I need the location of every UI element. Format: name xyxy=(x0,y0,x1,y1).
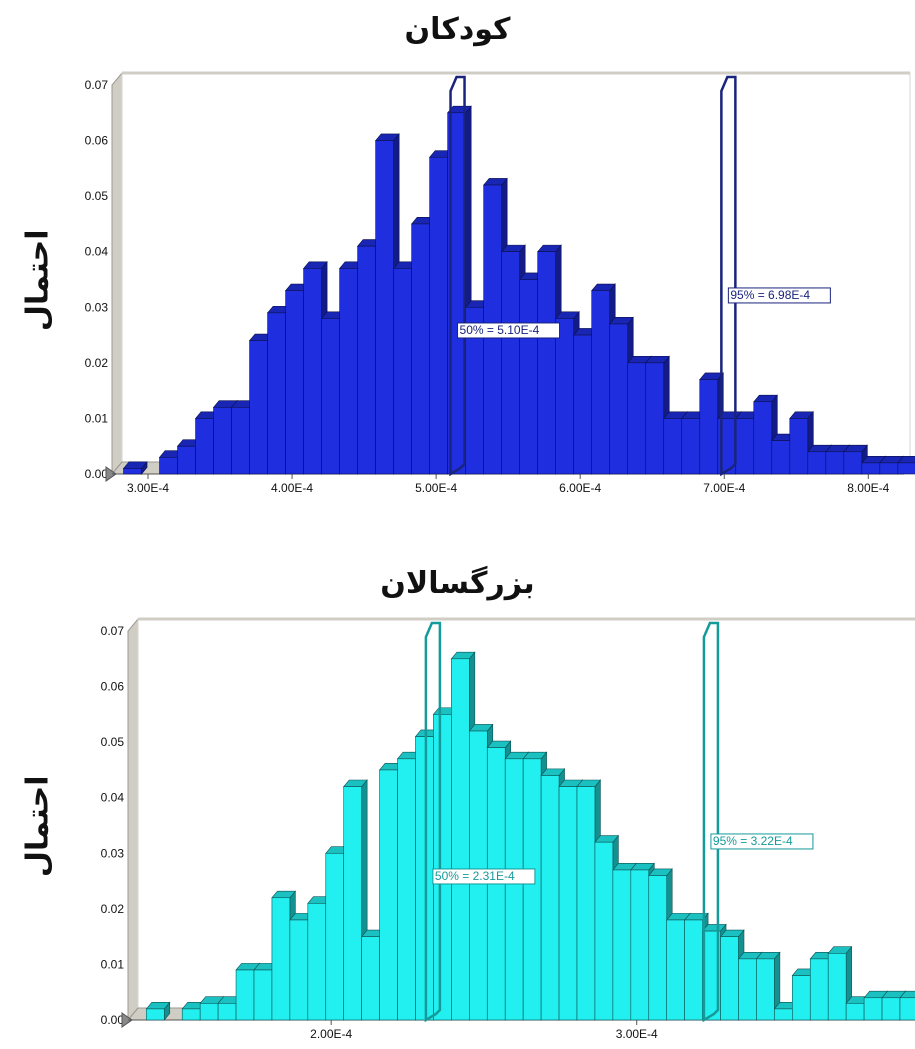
y-tick-label: 0.02 xyxy=(85,356,109,370)
x-tick-label: 2.00E-4 xyxy=(310,1027,352,1041)
marker-outline xyxy=(424,621,442,1023)
chart-title: کودکان xyxy=(404,12,511,47)
marker-outline xyxy=(702,621,720,1023)
y-tick-label: 0.06 xyxy=(101,680,125,694)
marker-label: 50% = 2.31E-4 xyxy=(435,869,515,883)
marker-label: 95% = 3.22E-4 xyxy=(713,834,793,848)
y-tick-label: 0.00 xyxy=(85,467,109,481)
origin-marker-icon xyxy=(105,466,117,482)
percentile-marker: 95% = 3.22E-4 xyxy=(702,621,814,1023)
y-tick-label: 0.04 xyxy=(101,791,125,805)
y-tick-label: 0.05 xyxy=(101,735,125,749)
y-tick-label: 0.05 xyxy=(85,189,109,203)
histogram-bar xyxy=(897,455,915,475)
marker-label-box xyxy=(432,868,536,885)
x-tick-label: 5.00E-4 xyxy=(415,481,457,495)
marker-label: 50% = 5.10E-4 xyxy=(460,323,540,337)
histogram-bar xyxy=(122,461,148,475)
x-tick-label: 3.00E-4 xyxy=(127,481,169,495)
y-tick-label: 0.07 xyxy=(85,78,109,92)
y-tick-label: 0.04 xyxy=(85,245,109,259)
histogram-bar xyxy=(145,1001,171,1021)
marker-label-box xyxy=(457,322,561,339)
y-tick-label: 0.02 xyxy=(101,902,125,916)
y-tick-label: 0.03 xyxy=(101,846,125,860)
x-tick-label: 4.00E-4 xyxy=(271,481,313,495)
left-wall xyxy=(127,617,139,1022)
x-tick-label: 7.00E-4 xyxy=(703,481,745,495)
chart-panel-children: کودکان احتمال 0.00 0.01 0.02 0.03 0.04 0.05 0.… xyxy=(0,0,915,520)
y-tick-label: 0.03 xyxy=(85,300,109,314)
marker-label-box xyxy=(710,833,814,850)
percentile-marker: 95% = 6.98E-4 xyxy=(720,75,831,477)
histogram-children: 0.00 0.01 0.02 0.03 0.04 0.05 0.06 0.07 3.00E-4 4… xyxy=(85,71,915,495)
y-tick-label: 0.01 xyxy=(85,411,109,425)
y-tick-label: 0.00 xyxy=(101,1013,125,1027)
marker-label-box xyxy=(727,287,831,304)
chart-title: بزرگسالان xyxy=(380,566,535,601)
y-tick-label: 0.07 xyxy=(101,624,125,638)
y-tick-label: 0.06 xyxy=(85,134,109,148)
x-tick-label: 6.00E-4 xyxy=(559,481,601,495)
x-tick-label: 3.00E-4 xyxy=(616,1027,658,1041)
percentile-marker: 50% = 2.31E-4 xyxy=(424,621,536,1023)
percentile-marker: 50% = 5.10E-4 xyxy=(449,75,561,477)
histogram-bar xyxy=(755,951,781,1021)
marker-outline xyxy=(449,75,466,477)
x-tick-label: 8.00E-4 xyxy=(847,481,889,495)
histogram-bar xyxy=(899,990,915,1021)
marker-outline xyxy=(720,75,737,477)
marker-label: 95% = 6.98E-4 xyxy=(730,288,810,302)
origin-marker-icon xyxy=(121,1012,133,1028)
y-tick-label: 0.01 xyxy=(101,957,125,971)
